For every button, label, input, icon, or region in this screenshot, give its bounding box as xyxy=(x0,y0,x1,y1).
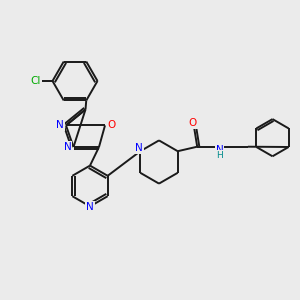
Text: N: N xyxy=(56,120,64,130)
Text: O: O xyxy=(107,120,116,130)
Text: Cl: Cl xyxy=(31,76,41,86)
Text: N: N xyxy=(135,143,143,153)
Text: O: O xyxy=(189,118,197,128)
Text: N: N xyxy=(64,142,71,152)
Text: N: N xyxy=(215,145,223,155)
Text: N: N xyxy=(86,202,94,212)
Text: H: H xyxy=(216,151,223,160)
